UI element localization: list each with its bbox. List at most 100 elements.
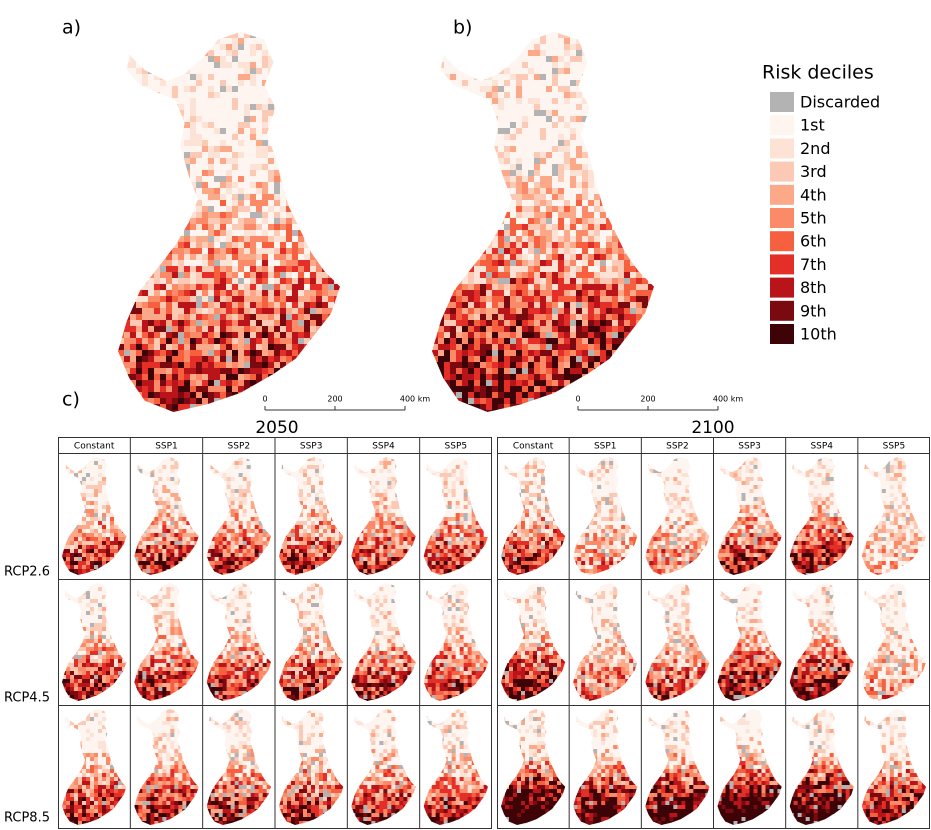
municipality	[528, 248, 535, 255]
municipality	[262, 350, 269, 357]
municipality	[274, 158, 281, 165]
municipality	[184, 362, 191, 369]
legend-swatch	[770, 324, 794, 344]
municipality	[576, 326, 583, 333]
municipality	[438, 86, 445, 93]
municipality	[220, 200, 227, 207]
municipality	[286, 236, 293, 243]
municipality	[462, 206, 469, 213]
municipality	[148, 296, 155, 303]
municipality	[184, 338, 191, 345]
municipality	[142, 50, 149, 57]
municipality	[262, 116, 269, 123]
municipality	[316, 230, 323, 237]
municipality	[94, 473, 99, 478]
municipality	[564, 200, 571, 207]
municipality	[456, 224, 463, 231]
municipality	[606, 56, 613, 63]
municipality	[274, 32, 281, 39]
municipality	[624, 116, 631, 123]
municipality	[232, 278, 239, 285]
municipality	[202, 50, 209, 57]
municipality	[492, 86, 499, 93]
legend-label: Discarded	[800, 93, 880, 112]
municipality	[594, 296, 601, 303]
municipality	[172, 296, 179, 303]
municipality	[432, 326, 439, 333]
municipality	[118, 200, 125, 207]
municipality	[268, 362, 275, 369]
municipality	[510, 86, 517, 93]
municipality	[486, 338, 493, 345]
municipality	[190, 50, 197, 57]
municipality	[648, 50, 654, 57]
municipality	[166, 158, 173, 165]
municipality	[480, 350, 487, 357]
municipality	[588, 338, 595, 345]
municipality	[510, 224, 517, 231]
municipality	[504, 374, 511, 381]
municipality	[564, 266, 571, 273]
municipality	[220, 176, 227, 183]
municipality	[444, 344, 451, 351]
municipality	[124, 272, 131, 279]
municipality	[456, 362, 463, 369]
municipality	[510, 410, 517, 412]
municipality	[648, 308, 654, 315]
municipality	[250, 86, 257, 93]
panel-label: b)	[453, 17, 472, 39]
municipality	[642, 188, 649, 195]
municipality	[292, 242, 299, 249]
municipality	[256, 212, 263, 219]
municipality	[534, 200, 541, 207]
legend-swatch	[770, 208, 794, 228]
municipality	[208, 326, 215, 333]
municipality	[118, 457, 123, 462]
municipality	[450, 338, 457, 345]
municipality	[576, 164, 583, 171]
municipality	[328, 152, 335, 159]
municipality	[468, 146, 475, 153]
municipality	[262, 164, 269, 171]
municipality	[516, 110, 523, 117]
municipality	[214, 272, 221, 279]
municipality	[630, 290, 637, 297]
municipality	[62, 461, 67, 466]
municipality	[142, 146, 149, 153]
municipality	[558, 338, 565, 345]
municipality	[504, 86, 511, 93]
municipality	[102, 473, 107, 478]
municipality	[274, 338, 281, 345]
municipality	[286, 44, 293, 51]
municipality	[214, 386, 221, 393]
municipality	[322, 92, 329, 99]
municipality	[642, 158, 649, 165]
municipality	[244, 104, 251, 111]
municipality	[498, 302, 505, 309]
municipality	[474, 122, 481, 129]
municipality	[316, 320, 323, 327]
municipality	[184, 182, 191, 189]
municipality	[468, 140, 475, 147]
municipality	[594, 194, 601, 201]
municipality	[316, 404, 323, 411]
municipality	[208, 170, 215, 177]
legend-swatch	[770, 161, 794, 182]
municipality	[432, 80, 439, 87]
municipality	[582, 104, 589, 111]
municipality	[262, 326, 269, 333]
municipality	[250, 314, 257, 321]
municipality	[498, 404, 505, 411]
municipality	[298, 194, 305, 201]
municipality	[298, 38, 305, 45]
municipality	[468, 182, 475, 189]
municipality	[190, 308, 197, 315]
municipality	[226, 278, 233, 285]
municipality	[196, 68, 203, 75]
municipality	[292, 38, 299, 45]
municipality	[124, 134, 131, 141]
municipality	[62, 473, 67, 478]
municipality	[552, 380, 559, 387]
municipality	[292, 350, 299, 357]
municipality	[298, 236, 305, 243]
